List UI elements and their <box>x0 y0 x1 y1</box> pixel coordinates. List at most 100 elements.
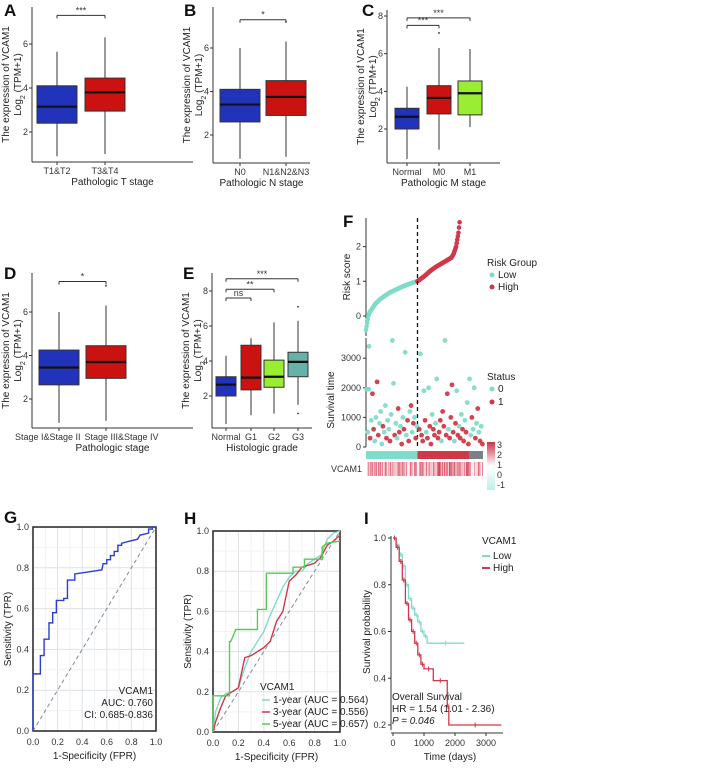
survival-point <box>368 417 374 423</box>
heatmap-cell <box>423 462 424 476</box>
heatmap-cell <box>452 462 453 476</box>
survival-point <box>447 435 453 441</box>
panel-label-F: F <box>343 212 353 231</box>
x-axis-label: Histologic grade <box>226 443 298 454</box>
box-M1 <box>457 80 483 116</box>
legend-entry: 5-year (AUC = 0.657) <box>273 719 368 730</box>
survival-point <box>408 403 414 408</box>
heatmap-cell <box>424 462 425 476</box>
heatmap-cell <box>450 462 451 476</box>
status-legend-title: Status <box>487 372 515 383</box>
heatmap-cell <box>401 462 402 476</box>
heatmap-cell <box>387 462 388 476</box>
box-G2 <box>263 359 285 388</box>
heatmap-cell <box>465 462 466 476</box>
x-tick-label: Normal <box>211 432 240 442</box>
survival-point <box>432 432 437 438</box>
x-tick-label: Normal <box>392 167 421 177</box>
survival-point <box>463 429 469 435</box>
survival-point <box>412 415 417 420</box>
y-axis-label: The expression of VCAM1 <box>182 26 193 143</box>
y-tick-label: 8 <box>203 286 208 296</box>
heatmap-cell <box>447 462 448 476</box>
x-tick-label: 0.4 <box>76 737 89 747</box>
panel-label-C: C <box>362 1 374 20</box>
y-tick-label: 0.6 <box>16 604 29 614</box>
y-axis-label: Sensitivity (TPR) <box>3 592 14 666</box>
heatmap-cell <box>418 462 419 476</box>
significance-label: *** <box>76 5 87 15</box>
heatmap-cell <box>374 462 375 476</box>
subscript: 2 <box>201 96 208 100</box>
y-tick-label: 6 <box>23 307 28 317</box>
heatmap-cell <box>380 462 381 476</box>
roc-curve <box>212 540 341 732</box>
heatmap-cell <box>409 462 410 476</box>
heatmap-cell <box>384 462 385 476</box>
heatmap-cell <box>467 462 468 476</box>
survival-point <box>468 432 474 438</box>
heatmap-cell <box>442 462 443 476</box>
heatmap-cell <box>375 462 376 476</box>
y-tick-label: 0.4 <box>196 647 209 657</box>
panel-label-G: G <box>4 508 17 527</box>
outlier-point <box>297 412 299 415</box>
heatmap-cell <box>461 462 462 476</box>
survival-point <box>374 379 380 385</box>
heatmap-cell <box>481 462 482 476</box>
heatmap-cell <box>453 462 454 476</box>
heatmap-cell <box>427 462 428 476</box>
y-tick-label: 2 <box>204 130 209 140</box>
y-tick-label: 4 <box>23 83 28 93</box>
heatmap-cell <box>406 462 407 476</box>
heatmap-cell <box>430 462 431 476</box>
survival-point <box>379 441 385 447</box>
heatmap-cell <box>472 462 473 476</box>
heatmap-cell <box>378 462 379 476</box>
y-tick-label: 2 <box>356 242 361 252</box>
x-axis-label: 1-Specificity (FPR) <box>235 752 318 763</box>
heatmap-cell <box>413 462 414 476</box>
x-tick-label: T1&T2 <box>43 166 70 176</box>
box-T1&T2 <box>36 85 78 124</box>
colorbar-label: 0 <box>497 470 502 480</box>
y-tick-label: 2 <box>23 127 28 137</box>
heatmap-cell <box>366 462 367 476</box>
legend-dot <box>489 272 495 278</box>
panel-label-B: B <box>184 1 196 20</box>
heatmap-cell <box>407 462 408 476</box>
survival-point <box>372 438 378 444</box>
heatmap-cell <box>455 462 456 476</box>
panel-label-A: A <box>4 1 16 20</box>
survival-point <box>413 435 419 441</box>
heatmap-cell <box>410 462 411 476</box>
heatmap-cell <box>370 462 371 476</box>
roc-curve <box>32 526 156 731</box>
risk-score-label: Risk score <box>342 253 353 300</box>
heatmap-cell <box>415 462 416 476</box>
x-axis-label: Pathologic stage <box>76 443 150 454</box>
heatmap-cell <box>479 462 480 476</box>
survival-point <box>430 426 436 432</box>
heatmap-cell <box>385 462 386 476</box>
y-axis-label: Survival probability <box>362 590 373 674</box>
survival-point <box>474 420 479 426</box>
risk-bar-high <box>417 451 469 459</box>
x-tick-label: N1&N2&N3 <box>263 167 310 177</box>
subscript: 2 <box>375 97 382 101</box>
heatmap-cell <box>422 462 423 476</box>
heatmap-cell <box>394 462 395 476</box>
km-annotation: Overall Survival <box>392 692 462 703</box>
y-axis-label: Sensitivity (TPR) <box>183 594 194 668</box>
y-tick-label: 4 <box>203 356 208 366</box>
survival-point <box>399 441 405 447</box>
legend-title: VCAM1 <box>260 682 295 693</box>
risk-bar-na <box>468 451 483 459</box>
survival-point <box>467 376 472 382</box>
heatmap-cell <box>395 462 396 476</box>
colorbar-label: 1 <box>497 460 502 470</box>
subscript: 2 <box>200 361 207 365</box>
heatmap-cell <box>473 462 474 476</box>
significance-label: *** <box>418 15 429 25</box>
survival-point <box>382 403 388 408</box>
